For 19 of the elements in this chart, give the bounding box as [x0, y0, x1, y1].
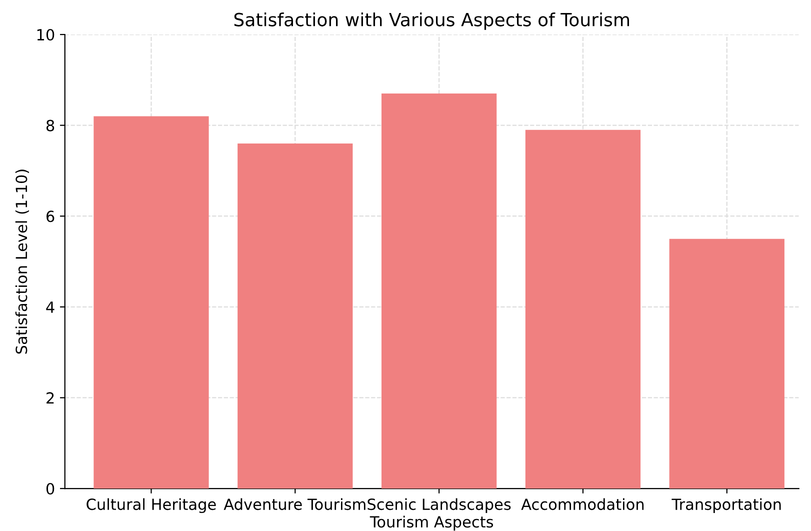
x-tick-label: Adventure Tourism — [224, 498, 366, 510]
x-axis-title: Tourism Aspects — [370, 516, 494, 531]
chart-title: Satisfaction with Various Aspects of Tourism — [234, 12, 630, 30]
bar — [525, 130, 641, 489]
x-tick-label: Scenic Landscapes — [368, 498, 511, 514]
y-tick-label: 8 — [46, 120, 54, 132]
y-axis-title: Satisfaction Level (1-10) — [15, 170, 29, 354]
y-tick-label: 6 — [46, 210, 54, 222]
x-tick-label: Accommodation — [521, 498, 644, 510]
y-tick-label: 2 — [46, 392, 54, 404]
y-tick-label: 10 — [37, 28, 54, 41]
bar — [238, 143, 353, 489]
x-tick-label: Transportation — [672, 498, 781, 514]
y-tick-label: 4 — [46, 302, 54, 313]
bar — [381, 94, 497, 489]
bar — [669, 238, 784, 489]
x-tick-label: Cultural Heritage — [86, 498, 216, 514]
y-tick-label: 0 — [46, 482, 54, 495]
bar — [94, 116, 209, 489]
